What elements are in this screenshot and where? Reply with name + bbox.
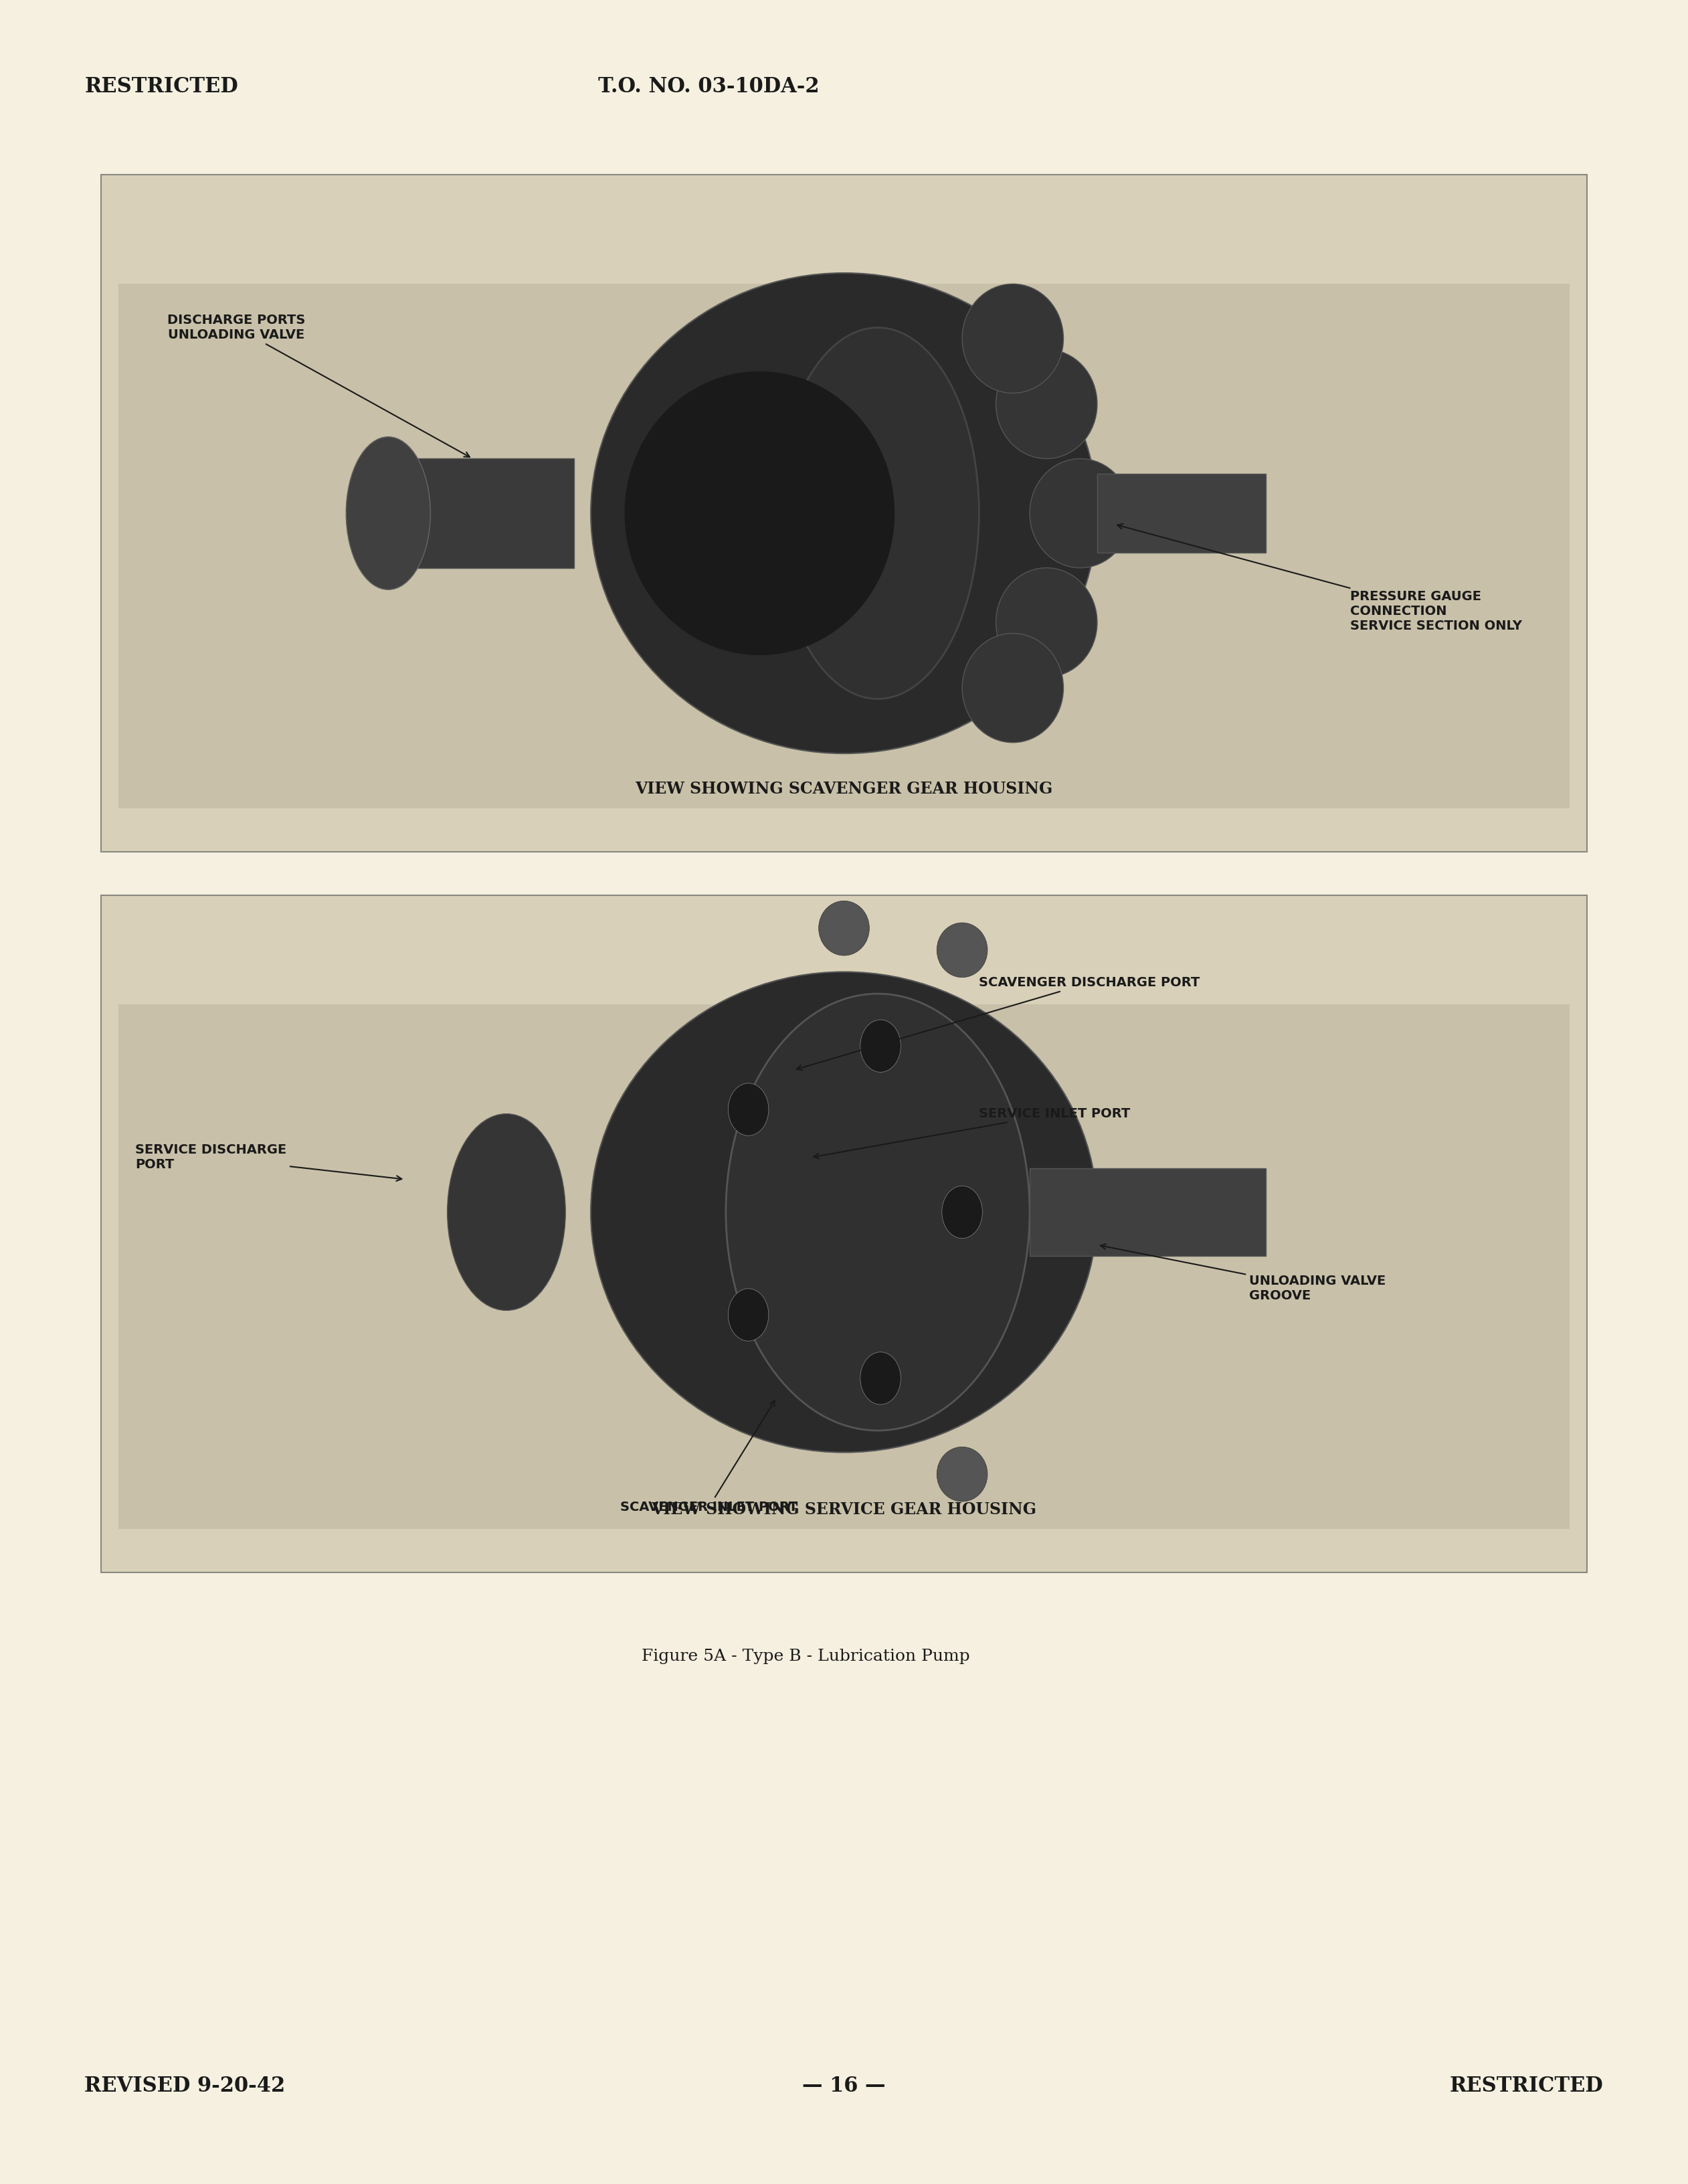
Bar [405, 459, 574, 568]
Circle shape [728, 1289, 768, 1341]
Ellipse shape [591, 273, 1097, 753]
Ellipse shape [1030, 459, 1131, 568]
Text: SERVICE DISCHARGE
PORT: SERVICE DISCHARGE PORT [135, 1144, 402, 1182]
Text: REVISED 9-20-42: REVISED 9-20-42 [84, 2077, 285, 2097]
Ellipse shape [776, 328, 979, 699]
Ellipse shape [819, 902, 869, 957]
Ellipse shape [937, 922, 987, 978]
FancyBboxPatch shape [118, 1005, 1570, 1529]
Ellipse shape [726, 994, 1030, 1431]
Ellipse shape [346, 437, 430, 590]
Text: UNLOADING VALVE
GROOVE: UNLOADING VALVE GROOVE [1101, 1245, 1386, 1302]
Text: Figure 5A - Type B - Lubrication Pump: Figure 5A - Type B - Lubrication Pump [641, 1649, 969, 1664]
Bar [1097, 474, 1266, 553]
Ellipse shape [447, 1114, 565, 1310]
Ellipse shape [591, 972, 1097, 1452]
FancyBboxPatch shape [118, 284, 1570, 808]
Text: — 16 —: — 16 — [802, 2077, 886, 2097]
Ellipse shape [625, 371, 895, 655]
Bar [1030, 1168, 1266, 1256]
Ellipse shape [996, 568, 1097, 677]
Text: SCAVENGER INLET PORT: SCAVENGER INLET PORT [619, 1400, 798, 1514]
Text: VIEW SHOWING SCAVENGER GEAR HOUSING: VIEW SHOWING SCAVENGER GEAR HOUSING [635, 782, 1053, 797]
Ellipse shape [962, 633, 1063, 743]
Circle shape [861, 1020, 901, 1072]
Text: VIEW SHOWING SERVICE GEAR HOUSING: VIEW SHOWING SERVICE GEAR HOUSING [652, 1503, 1036, 1518]
Circle shape [728, 1083, 768, 1136]
Text: SERVICE INLET PORT: SERVICE INLET PORT [814, 1107, 1131, 1158]
Text: RESTRICTED: RESTRICTED [84, 76, 238, 96]
Text: T.O. NO. 03-10DA-2: T.O. NO. 03-10DA-2 [598, 76, 820, 96]
Circle shape [861, 1352, 901, 1404]
Ellipse shape [996, 349, 1097, 459]
Text: DISCHARGE PORTS
UNLOADING VALVE: DISCHARGE PORTS UNLOADING VALVE [167, 314, 469, 456]
FancyBboxPatch shape [101, 895, 1587, 1572]
Ellipse shape [937, 1448, 987, 1503]
Text: SCAVENGER DISCHARGE PORT: SCAVENGER DISCHARGE PORT [797, 976, 1200, 1070]
Text: PRESSURE GAUGE
CONNECTION
SERVICE SECTION ONLY: PRESSURE GAUGE CONNECTION SERVICE SECTIO… [1117, 524, 1523, 633]
Circle shape [942, 1186, 982, 1238]
Text: RESTRICTED: RESTRICTED [1450, 2077, 1604, 2097]
Ellipse shape [962, 284, 1063, 393]
FancyBboxPatch shape [101, 175, 1587, 852]
